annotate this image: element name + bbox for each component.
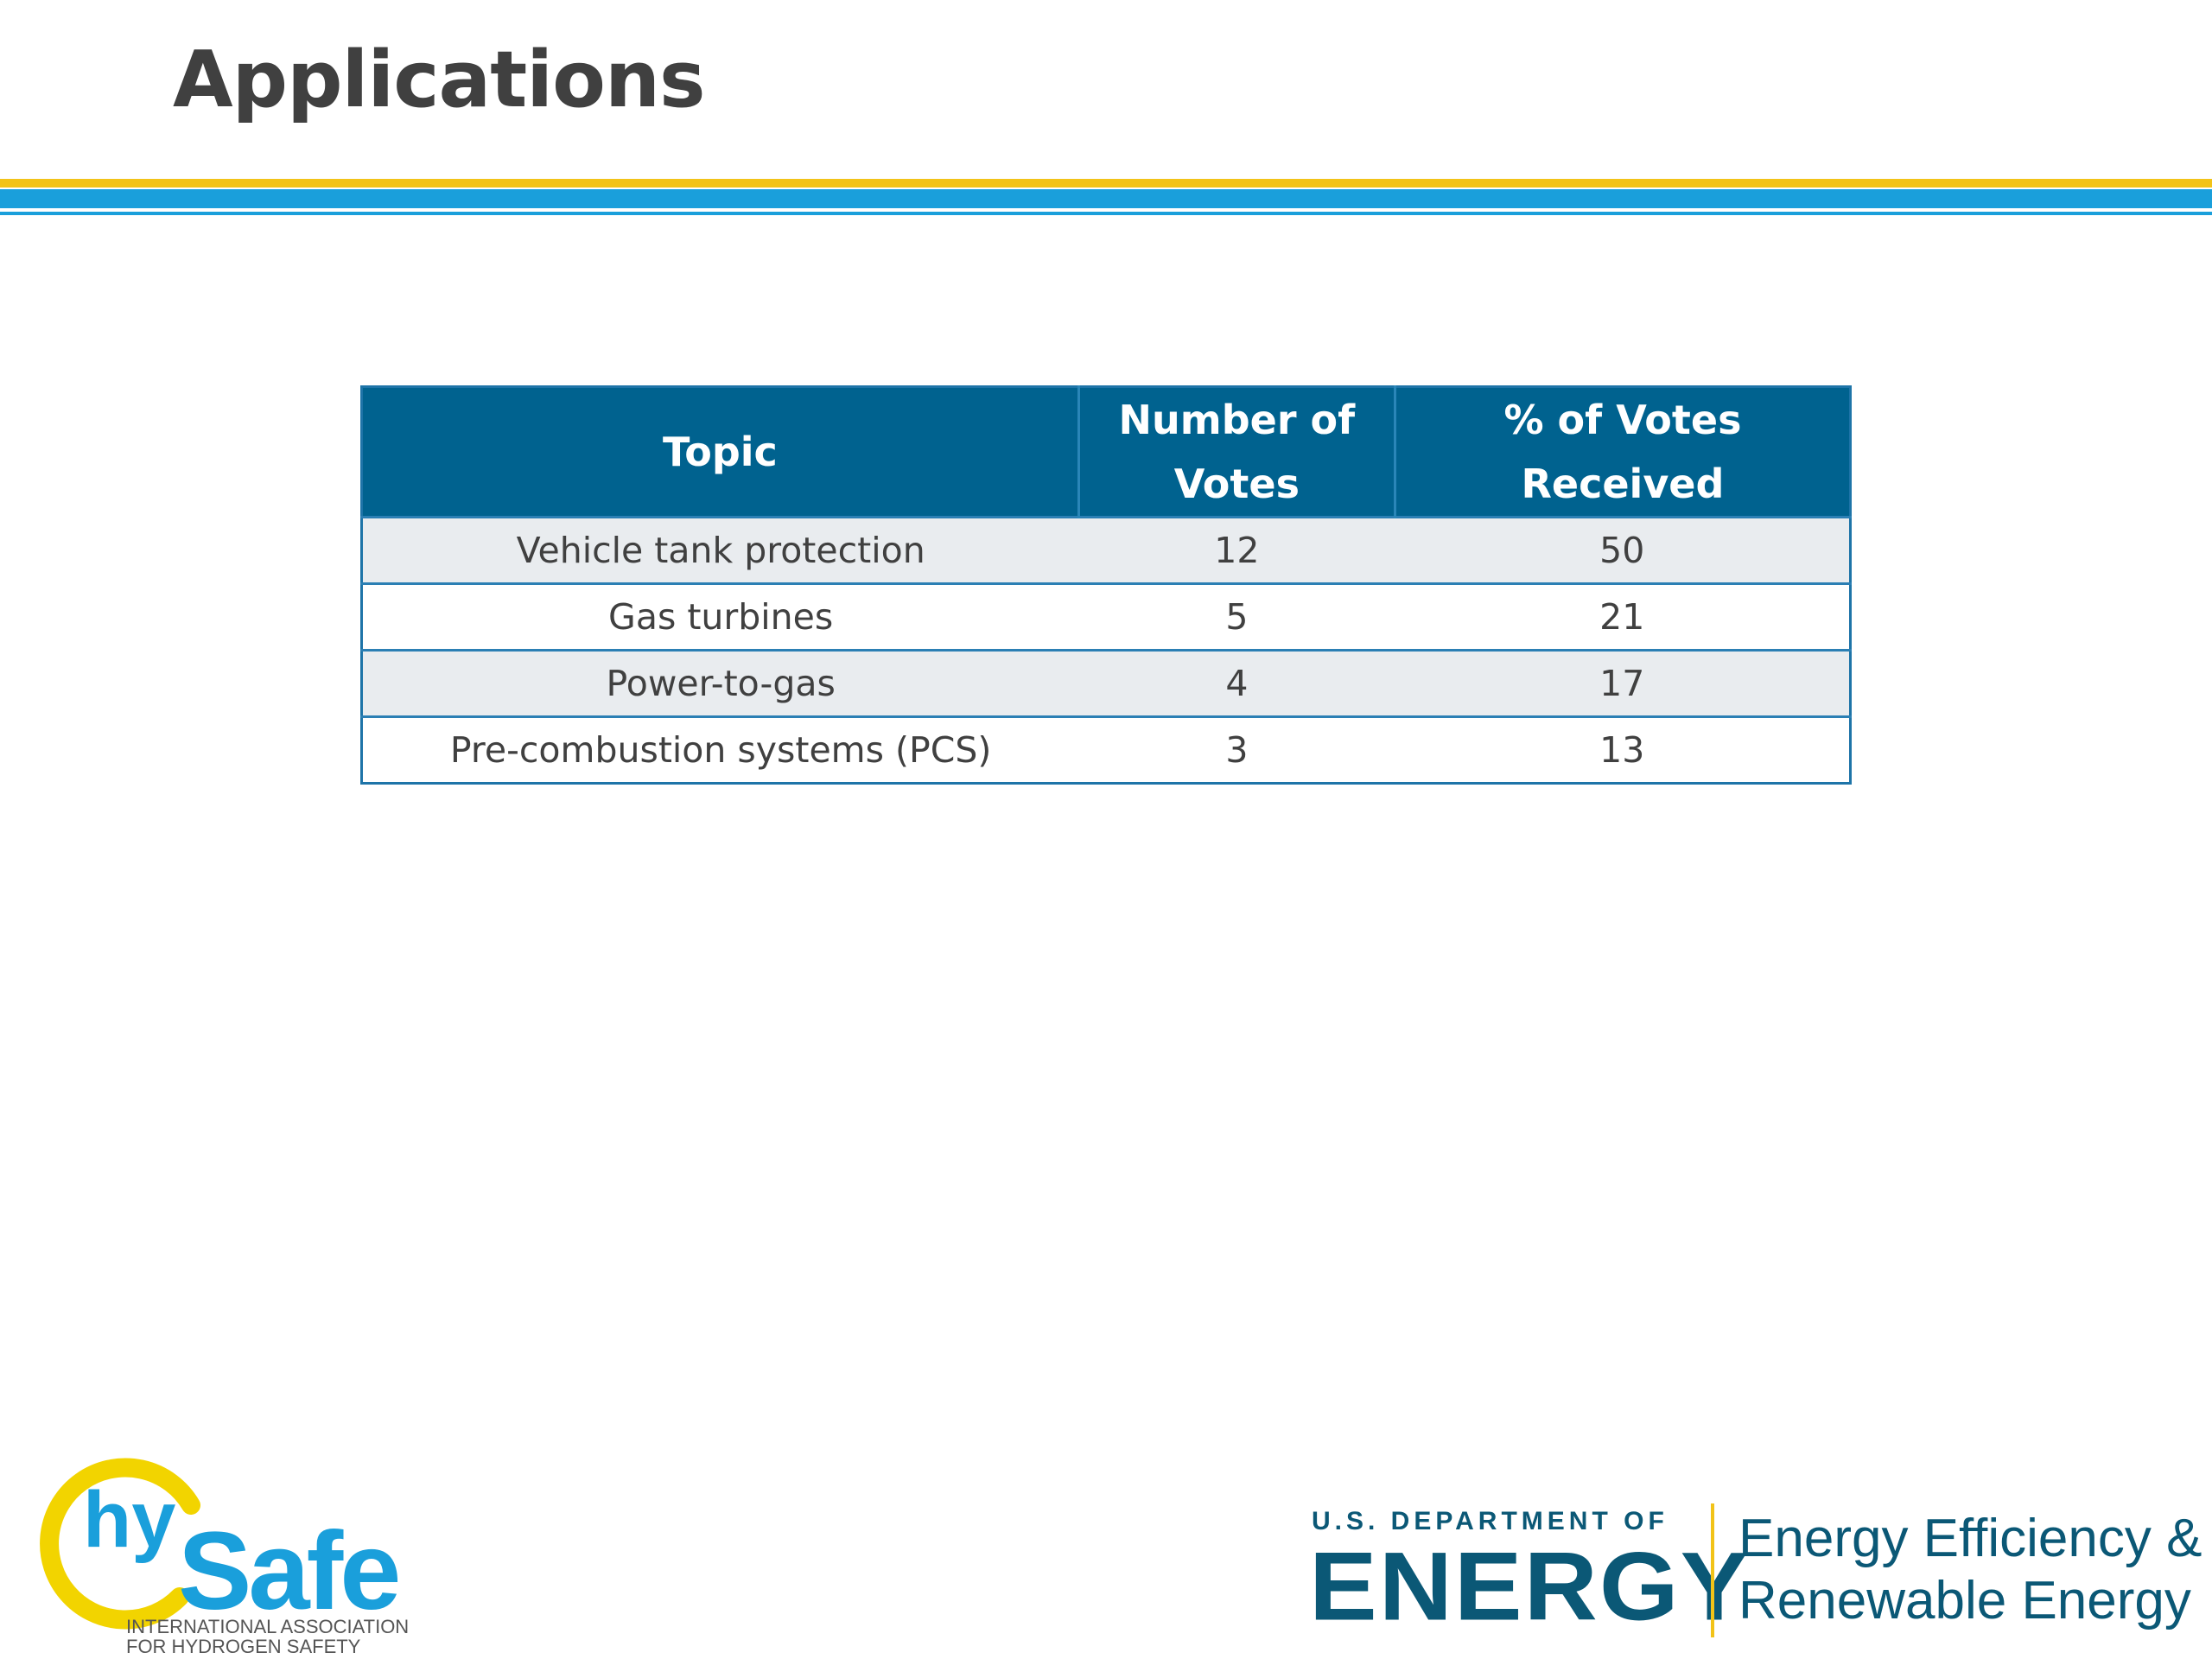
table-row: Pre-combustion systems (PCS) 3 13 — [361, 715, 1851, 784]
hysafe-logo-line2: FOR HYDROGEN SAFETY — [126, 1636, 361, 1657]
header-band-yellow — [0, 179, 2212, 188]
table-header-row: Topic Number of Votes % of Votes Receive… — [361, 386, 1851, 518]
cell-votes: 4 — [1078, 649, 1395, 717]
hysafe-logo-hy: hy — [83, 1476, 175, 1564]
cell-topic: Vehicle tank protection — [361, 516, 1079, 584]
header-percent-of-votes: % of Votes Received — [1393, 386, 1851, 518]
table-row: Power-to-gas 4 17 — [361, 649, 1851, 717]
cell-percent: 17 — [1395, 649, 1851, 717]
slide-title: Applications — [173, 35, 706, 125]
cell-topic: Gas turbines — [361, 582, 1079, 651]
eere-logo-line1: Energy Efficiency & — [1738, 1509, 2202, 1568]
cell-votes: 5 — [1078, 582, 1395, 651]
table-row: Gas turbines 5 21 — [361, 582, 1851, 651]
hysafe-logo-safe: Safe — [178, 1510, 397, 1633]
cell-topic: Power-to-gas — [361, 649, 1079, 717]
header-pct-line1: % of Votes — [1503, 397, 1742, 443]
hysafe-logo-line1: INTERNATIONAL ASSOCIATION — [126, 1616, 409, 1637]
table-row: Vehicle tank protection 12 50 — [361, 516, 1851, 584]
header-votes-line1: Number of — [1118, 397, 1356, 443]
header-band-blue-thin — [0, 212, 2212, 215]
cell-percent: 13 — [1395, 715, 1851, 784]
doe-logo-department: U.S. DEPARTMENT OF — [1312, 1507, 1669, 1535]
eere-logo-line2: Renewable Energy — [1738, 1571, 2191, 1630]
header-topic-label: Topic — [662, 429, 778, 475]
cell-percent: 21 — [1395, 582, 1851, 651]
header-band-blue — [0, 189, 2212, 208]
cell-percent: 50 — [1395, 516, 1851, 584]
cell-votes: 3 — [1078, 715, 1395, 784]
header-topic: Topic — [361, 386, 1079, 518]
hysafe-logo-arc — [40, 1458, 200, 1630]
header-votes-line2: Votes — [1173, 461, 1300, 507]
hysafe-logo: hy Safe INTERNATIONAL ASSOCIATION FOR HY… — [40, 1458, 409, 1657]
cell-votes: 12 — [1078, 516, 1395, 584]
header-pct-line2: Received — [1521, 461, 1725, 507]
votes-table: Topic Number of Votes % of Votes Receive… — [360, 385, 1852, 785]
doe-logo-divider — [1711, 1503, 1714, 1637]
header-number-of-votes: Number of Votes — [1077, 386, 1395, 518]
doe-logo-energy: ENERGY — [1309, 1532, 1751, 1642]
cell-topic: Pre-combustion systems (PCS) — [361, 715, 1079, 784]
doe-eere-logo: U.S. DEPARTMENT OF ENERGY Energy Efficie… — [1309, 1503, 2212, 1659]
